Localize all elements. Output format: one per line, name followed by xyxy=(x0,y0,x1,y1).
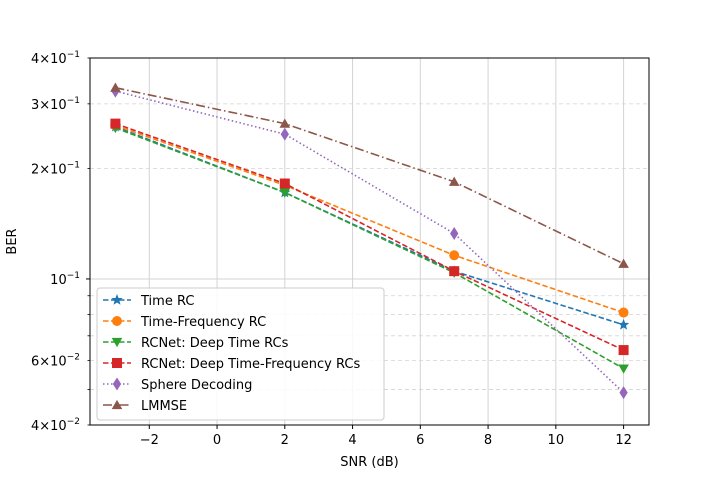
data-point-rcnet-deep-time-rcs xyxy=(279,188,291,198)
y-minor-tick-label: 4×10−1 xyxy=(31,50,80,67)
legend-box xyxy=(96,287,385,421)
series-lines xyxy=(109,82,630,400)
y-minor-tick-label: 4×10−2 xyxy=(31,417,80,434)
y-minor-tick-label: 3×10−1 xyxy=(31,96,80,113)
legend-item-time-rc: Time RC xyxy=(103,294,194,309)
x-axis-label: SNR (dB) xyxy=(340,455,398,470)
data-point-sphere-decoding xyxy=(450,227,459,240)
legend-marker xyxy=(111,399,123,410)
legend-label: Time-Frequency RC xyxy=(140,315,266,330)
data-point-sphere-decoding xyxy=(619,386,628,400)
legend-item-sphere-decoding: Sphere Decoding xyxy=(103,377,252,393)
series-rcnet-deep-time-frequency-rcs xyxy=(110,118,629,356)
x-tick-label: 8 xyxy=(484,433,492,448)
x-tick-label: 6 xyxy=(416,433,424,448)
y-axis-label: BER xyxy=(5,228,20,254)
legend-item-rcnet-deep-time-rcs: RCNet: Deep Time RCs xyxy=(103,336,289,351)
data-point-rcnet-deep-time-frequency-rcs xyxy=(449,266,460,277)
x-tick-label: 12 xyxy=(615,433,632,448)
y-major-tick-label: 10−1 xyxy=(50,271,80,288)
legend-item-rcnet-deep-time-frequency-rcs: RCNet: Deep Time-Frequency RCs xyxy=(103,357,360,372)
data-point-rcnet-deep-time-frequency-rcs xyxy=(618,345,629,356)
x-tick-label: 4 xyxy=(348,433,356,448)
data-point-rcnet-deep-time-frequency-rcs xyxy=(110,118,121,129)
data-point-rcnet-deep-time-rcs xyxy=(618,364,629,374)
legend-label: LMMSE xyxy=(141,399,187,414)
axes: −2 0 2 4 6 8 10 12 10−1 4×10−2 6×10−2 2×10−1 3×10−1 4… xyxy=(5,50,650,470)
data-point-rcnet-deep-time-frequency-rcs xyxy=(279,178,290,189)
data-point-time-frequency-rc xyxy=(449,250,460,261)
series-lmmse xyxy=(110,82,629,268)
data-point-lmmse xyxy=(618,258,629,268)
data-point-lmmse xyxy=(448,176,460,186)
x-tick-label: 0 xyxy=(213,433,221,448)
data-point-sphere-decoding xyxy=(280,127,289,141)
legend: Time RC Time-Frequency RC RCNet: Deep Time… xyxy=(96,287,385,421)
legend-marker xyxy=(111,294,123,305)
legend-label: RCNet: Deep Time-Frequency RCs xyxy=(141,357,360,372)
legend-marker xyxy=(112,357,123,368)
legend-marker xyxy=(112,377,122,391)
data-point-time-rc xyxy=(617,318,630,330)
y-minor-tick-label: 6×10−2 xyxy=(31,352,80,369)
x-tick-label: −2 xyxy=(140,433,159,448)
legend-item-time-frequency-rc: Time-Frequency RC xyxy=(103,315,266,330)
x-tick-label: 10 xyxy=(548,433,565,448)
legend-marker xyxy=(111,337,123,348)
data-point-time-frequency-rc xyxy=(618,307,629,318)
legend-item-lmmse: LMMSE xyxy=(103,399,187,414)
plot-frame xyxy=(89,57,650,426)
data-point-lmmse xyxy=(110,82,121,92)
legend-label: RCNet: Deep Time RCs xyxy=(141,336,289,351)
legend-label: Time RC xyxy=(140,294,194,309)
y-minor-tick-label: 2×10−1 xyxy=(31,160,80,177)
legend-label: Sphere Decoding xyxy=(141,378,252,393)
series-line-lmmse xyxy=(115,86,624,265)
data-point-lmmse xyxy=(279,118,291,128)
series-line-rcnet-deep-time-rcs xyxy=(115,127,624,370)
legend-marker xyxy=(112,315,123,326)
series-line-rcnet-deep-time-frequency-rcs xyxy=(115,122,624,351)
series-line-sphere-decoding xyxy=(115,90,625,394)
x-tick-label: 2 xyxy=(281,433,289,448)
series-line-time-frequency-rc xyxy=(115,124,624,314)
